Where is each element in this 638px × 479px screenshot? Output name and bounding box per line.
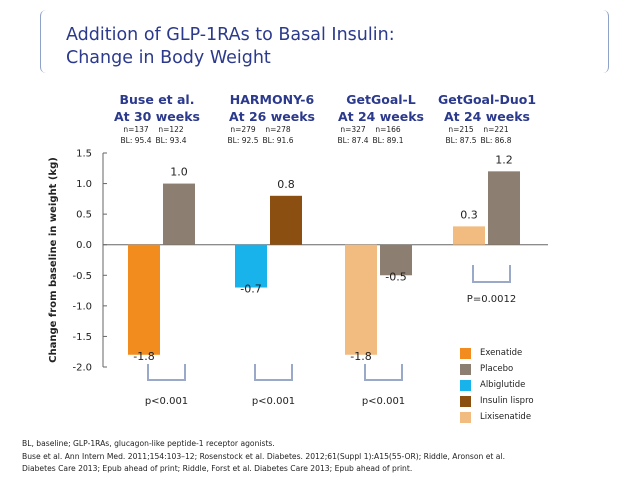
legend-label: Placebo [480,364,514,374]
p-value-label: p<0.001 [145,396,188,407]
baseline-label: BL: 93.4 [156,136,187,145]
bar-placebo [163,183,195,245]
legend-label: Exenatide [480,348,523,358]
value-label: -0.5 [385,270,406,283]
y-tick-label: -1.0 [72,301,92,312]
baseline-label: BL: 92.5 [228,136,259,145]
legend-item-insulin-lispro: Insulin lispro [460,393,534,409]
baseline-label: BL: 95.4 [121,136,152,145]
value-label: -0.7 [240,283,261,296]
group-title: GetGoal-Duo1 [438,92,536,107]
group-title: GetGoal-L [346,92,415,107]
y-tick-label: -2.0 [72,363,92,374]
n-label: n=137 [123,125,149,134]
bar-placebo [380,244,412,276]
slide-title: Addition of GLP-1RAs to Basal Insulin: C… [66,24,586,70]
p-value-label: p<0.001 [252,396,295,407]
legend-swatch [460,411,471,423]
value-label: 1.2 [495,153,513,166]
footnote-references-2: Diabetes Care 2013; Epub ahead of print;… [22,464,413,473]
legend-swatch [460,379,471,391]
value-label: 1.0 [170,166,188,179]
y-tick-label: 1.5 [76,149,92,160]
significance-bracket [472,265,511,283]
chart-legend: Exenatide Placebo Albiglutide Insulin li… [460,345,534,425]
bar-placebo [488,171,520,245]
legend-label: Insulin lispro [480,396,534,406]
value-label: -1.8 [133,350,154,363]
group-title: Buse et al. [120,92,195,107]
group-subtitle: At 24 weeks [444,109,530,124]
value-label: 0.3 [460,208,478,221]
baseline-label: BL: 91.6 [263,136,294,145]
baseline-label: BL: 86.8 [481,136,512,145]
n-label: n=166 [375,125,401,134]
bar-insulin-lispro [270,195,302,245]
p-value-label: p<0.001 [362,396,405,407]
legend-item-exenatide: Exenatide [460,345,534,361]
y-tick-label: 0.5 [76,210,92,221]
value-label: 0.8 [277,178,295,191]
legend-swatch [460,395,471,407]
n-label: n=327 [340,125,366,134]
legend-item-albiglutide: Albiglutide [460,377,534,393]
group-title: HARMONY-6 [230,92,315,107]
y-tick-label: 1.0 [76,179,92,190]
n-label: n=279 [230,125,256,134]
n-label: n=278 [265,125,291,134]
n-label: n=221 [483,125,509,134]
title-line-1: Addition of GLP-1RAs to Basal Insulin: [66,25,395,45]
legend-label: Lixisenatide [480,412,532,422]
bar-lixisenatide [345,244,377,355]
footnote-references-1: Buse et al. Ann Intern Med. 2011;154:103… [22,452,505,461]
group-subtitle: At 30 weeks [114,109,200,124]
n-label: n=122 [158,125,184,134]
significance-bracket [254,364,293,381]
baseline-label: BL: 87.4 [338,136,369,145]
legend-item-lixisenatide: Lixisenatide [460,409,534,425]
bar-lixisenatide [453,226,485,245]
baseline-label: BL: 89.1 [373,136,404,145]
legend-label: Albiglutide [480,380,526,390]
bar-albiglutide [235,244,267,288]
value-label: -1.8 [350,350,371,363]
y-axis-label: Change from baseline in weight (kg) [48,157,59,363]
footnote-abbreviations: BL, baseline; GLP-1RAs, glucagon-like pe… [22,439,275,448]
y-tick-label: 0.0 [76,240,92,251]
legend-swatch [460,347,471,359]
significance-bracket [364,364,403,381]
group-subtitle: At 24 weeks [338,109,424,124]
p-value-label: P=0.0012 [467,294,516,305]
legend-swatch [460,363,471,375]
bar-exenatide [128,244,160,355]
baseline-label: BL: 87.5 [446,136,477,145]
y-tick-label: -0.5 [72,271,92,282]
y-tick-label: -1.5 [72,332,92,343]
n-label: n=215 [448,125,474,134]
legend-item-placebo: Placebo [460,361,534,377]
group-subtitle: At 26 weeks [229,109,315,124]
title-bracket [40,10,609,73]
title-line-2: Change in Body Weight [66,48,271,68]
significance-bracket [147,364,186,381]
